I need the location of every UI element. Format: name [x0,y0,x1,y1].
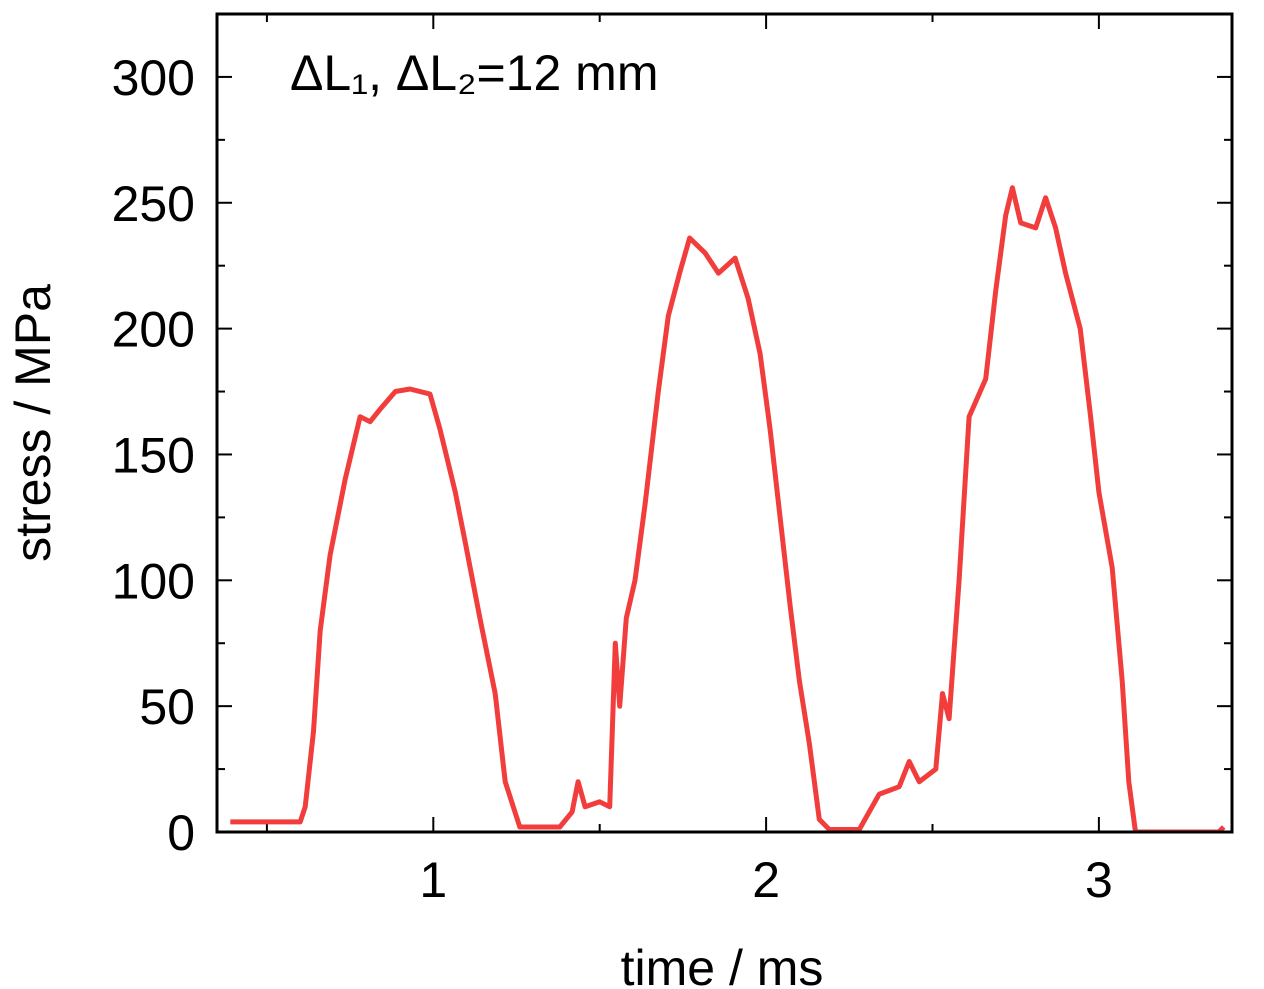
x-axis-label: time / ms [621,940,824,989]
y-tick-label: 300 [112,50,195,106]
x-tick-label: 2 [752,852,780,908]
y-tick-label: 250 [112,176,195,232]
plot-frame [215,12,1234,834]
y-tick-label: 0 [167,805,195,861]
y-tick-label: 100 [112,553,195,609]
y-tick-label: 150 [112,427,195,483]
data-line [230,185,1226,832]
annotation: ΔL₁, ΔL₂=12 mm [290,45,658,101]
x-tick-label: 3 [1085,852,1113,908]
y-tick-label: 50 [139,679,195,735]
y-axis-label: stress / MPa [5,284,61,562]
x-tick-label: 1 [419,852,447,908]
y-tick-label: 200 [112,302,195,358]
